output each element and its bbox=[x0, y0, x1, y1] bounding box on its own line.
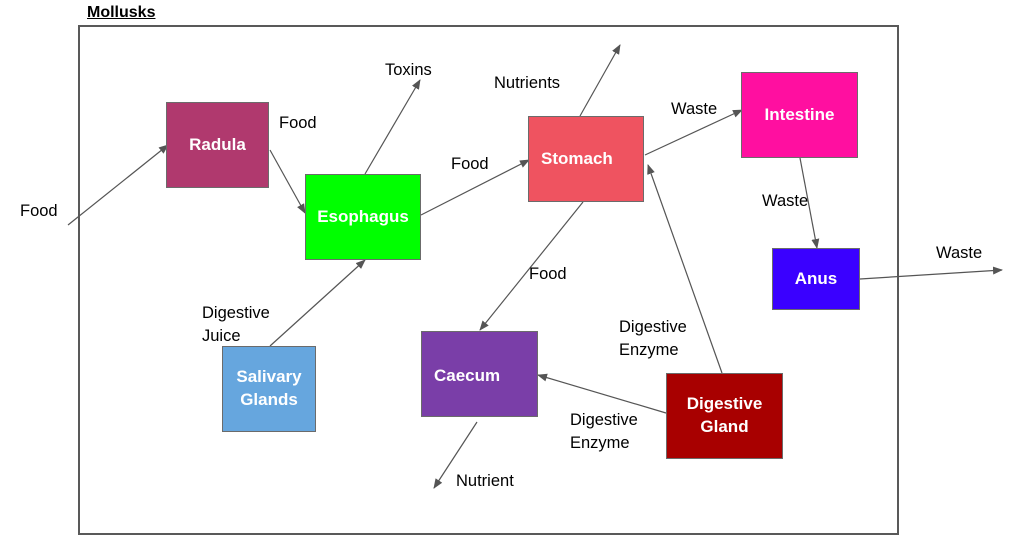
diagram-title: Mollusks bbox=[87, 4, 156, 21]
node-radula-label: Radula bbox=[189, 134, 246, 154]
label-digestive-enzyme-to-stomach: Digestive Enzyme bbox=[619, 318, 687, 360]
node-esophagus-label: Esophagus bbox=[317, 206, 409, 226]
node-anus: Anus bbox=[772, 248, 860, 310]
label-nutrients: Nutrients bbox=[494, 74, 561, 92]
arrow-stomach-intestine bbox=[644, 109, 743, 156]
node-intestine-label: Intestine bbox=[764, 104, 835, 124]
node-esophagus: Esophagus bbox=[305, 174, 421, 260]
label-waste-out: Waste bbox=[936, 244, 983, 262]
label-waste-stomach-intestine: Waste bbox=[671, 100, 718, 118]
label-digestive-juice: Digestive Juice bbox=[202, 304, 270, 346]
node-salivary-glands-label: Salivary Glands bbox=[236, 367, 302, 409]
label-toxins: Toxins bbox=[385, 61, 432, 79]
arrow-salivary-esophagus bbox=[269, 259, 366, 347]
node-salivary-glands: Salivary Glands bbox=[222, 346, 316, 432]
arrow-gland-stomach bbox=[647, 164, 723, 374]
node-intestine: Intestine bbox=[741, 72, 858, 158]
node-stomach: Stomach bbox=[528, 116, 644, 202]
label-digestive-enzyme-to-caecum: Digestive Enzyme bbox=[570, 411, 638, 453]
label-waste-intestine-anus: Waste bbox=[762, 192, 809, 210]
label-food-in: Food bbox=[20, 202, 58, 220]
label-food-stomach-caecum: Food bbox=[529, 265, 567, 283]
node-digestive-gland-label: Digestive Gland bbox=[686, 394, 763, 436]
label-nutrient-out: Nutrient bbox=[456, 472, 514, 490]
arrow-caecum-nutrient bbox=[433, 421, 478, 489]
arrow-gland-caecum bbox=[537, 373, 667, 414]
arrows-layer bbox=[67, 44, 1003, 489]
label-food-esophagus-stomach: Food bbox=[451, 155, 489, 173]
node-caecum: Caecum bbox=[421, 331, 538, 417]
arrow-anus-waste bbox=[859, 266, 1003, 280]
node-radula: Radula bbox=[166, 102, 269, 188]
arrow-radula-esophagus bbox=[269, 149, 306, 214]
arrow-esophagus-toxins bbox=[364, 79, 421, 175]
arrow-esophagus-stomach bbox=[420, 159, 530, 216]
arrow-stomach-caecum bbox=[479, 201, 584, 331]
arrow-stomach-nutrients bbox=[579, 44, 621, 117]
node-anus-label: Anus bbox=[794, 268, 838, 288]
node-caecum-label: Caecum bbox=[434, 366, 501, 385]
node-digestive-gland: Digestive Gland bbox=[666, 373, 783, 459]
arrow-food-in bbox=[67, 144, 169, 226]
arrow-intestine-anus bbox=[799, 157, 820, 249]
node-stomach-label: Stomach bbox=[541, 148, 613, 168]
label-food-radula-esophagus: Food bbox=[279, 114, 317, 132]
